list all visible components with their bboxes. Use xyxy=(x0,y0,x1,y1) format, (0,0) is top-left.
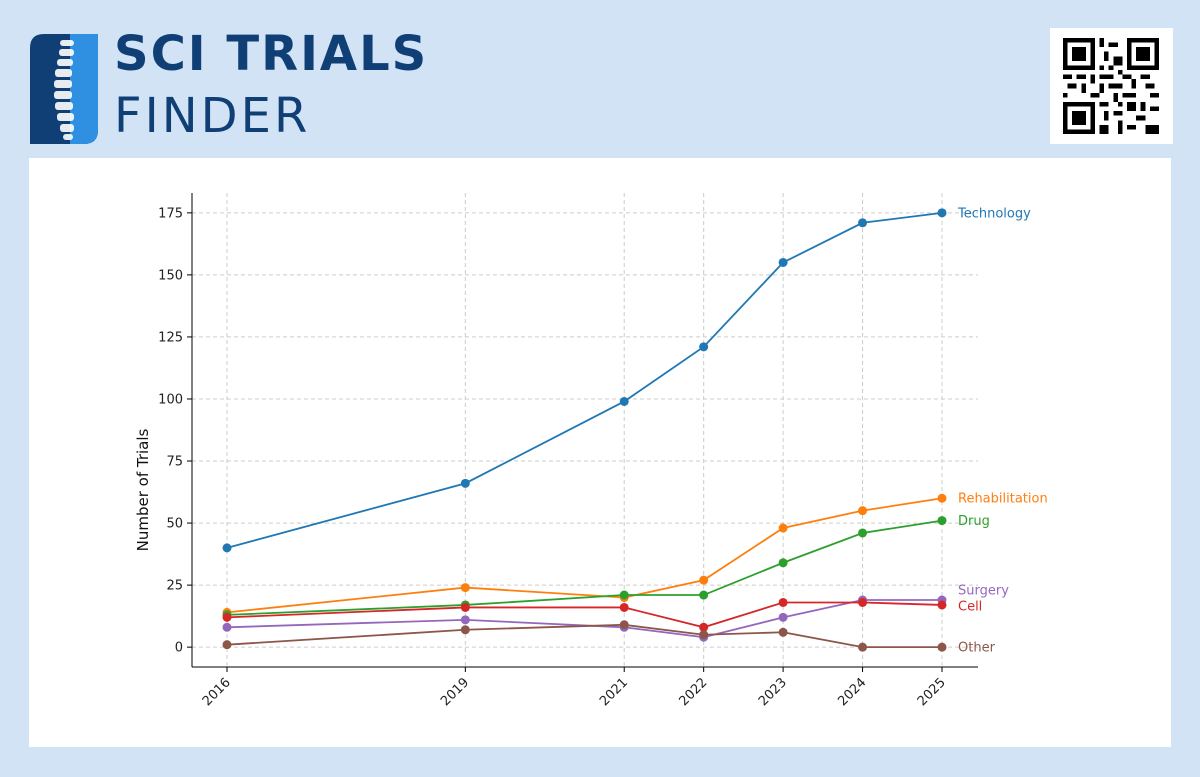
spine-logo-icon xyxy=(30,34,98,144)
data-point[interactable] xyxy=(778,597,788,607)
data-point[interactable] xyxy=(699,590,709,600)
x-tick-label: 2025 xyxy=(915,675,949,709)
data-point[interactable] xyxy=(699,622,709,632)
data-point[interactable] xyxy=(619,620,629,630)
y-tick-label: 50 xyxy=(166,517,183,532)
data-point[interactable] xyxy=(619,590,629,600)
chart-panel: 0 25 50 75 100 125 150 175 2016 2019 2021 2022 2023 2… xyxy=(29,158,1171,747)
data-point[interactable] xyxy=(858,597,868,607)
series-technology: Technology xyxy=(222,206,1031,553)
header: SCI TRIALS FINDER xyxy=(0,0,1200,158)
series-label: Other xyxy=(958,641,996,656)
series-other: Other xyxy=(222,620,996,656)
series-line xyxy=(226,211,943,549)
data-point[interactable] xyxy=(937,493,947,503)
y-tick-label: 150 xyxy=(158,268,183,283)
x-tick-label: 2023 xyxy=(756,675,790,709)
series-line xyxy=(226,623,942,649)
series-cell: Cell xyxy=(222,597,982,632)
series-rehabilitation: Rehabilitation xyxy=(222,492,1048,617)
y-tick-label: 75 xyxy=(166,455,183,470)
y-tick-label: 25 xyxy=(166,579,183,594)
series-label: Drug xyxy=(958,514,990,529)
data-point[interactable] xyxy=(778,612,788,622)
series-label: Surgery xyxy=(958,583,1009,598)
series-line xyxy=(226,599,942,639)
qr-code[interactable] xyxy=(1050,28,1173,144)
data-point[interactable] xyxy=(460,602,470,612)
data-point[interactable] xyxy=(778,523,788,533)
data-point[interactable] xyxy=(222,612,232,622)
grid xyxy=(192,193,978,667)
data-point[interactable] xyxy=(222,543,232,553)
data-point[interactable] xyxy=(858,506,868,516)
data-point[interactable] xyxy=(699,342,709,352)
data-point[interactable] xyxy=(460,625,470,635)
data-point[interactable] xyxy=(858,218,868,228)
brand-subtitle: FINDER xyxy=(114,88,311,144)
x-tick-label: 2016 xyxy=(200,675,234,709)
y-tick-label: 0 xyxy=(175,641,183,656)
data-point[interactable] xyxy=(699,630,709,640)
series-label: Technology xyxy=(957,206,1031,221)
y-tick-label: 175 xyxy=(158,206,183,221)
data-point[interactable] xyxy=(858,528,868,538)
y-axis-title: Number of Trials xyxy=(134,428,152,551)
data-point[interactable] xyxy=(222,640,232,650)
data-point[interactable] xyxy=(937,516,947,526)
data-point[interactable] xyxy=(222,622,232,632)
data-point[interactable] xyxy=(937,208,947,218)
x-tick-label: 2024 xyxy=(835,675,869,709)
series-label: Rehabilitation xyxy=(958,492,1048,507)
x-tick-label: 2021 xyxy=(597,675,631,709)
data-point[interactable] xyxy=(460,478,470,488)
data-point[interactable] xyxy=(619,396,629,406)
data-point[interactable] xyxy=(460,583,470,593)
qr-code-icon xyxy=(1063,38,1159,134)
data-point[interactable] xyxy=(858,642,868,652)
x-tick-label: 2019 xyxy=(438,675,472,709)
data-point[interactable] xyxy=(619,602,629,612)
data-point[interactable] xyxy=(937,600,947,610)
series-label: Cell xyxy=(958,599,982,614)
series-line xyxy=(226,497,943,614)
x-tick-label: 2022 xyxy=(676,675,710,709)
data-point[interactable] xyxy=(778,558,788,568)
y-tick-label: 100 xyxy=(158,392,183,407)
data-point[interactable] xyxy=(937,642,947,652)
data-point[interactable] xyxy=(460,615,470,625)
line-chart: 0 25 50 75 100 125 150 175 2016 2019 2021 2022 2023 2… xyxy=(134,193,1048,709)
y-tick-label: 125 xyxy=(158,330,183,345)
axes: 0 25 50 75 100 125 150 175 2016 2019 2021 2022 2023 2… xyxy=(158,193,978,709)
data-point[interactable] xyxy=(778,257,788,267)
data-point[interactable] xyxy=(699,575,709,585)
brand-title: SCI TRIALS xyxy=(114,26,429,82)
data-point[interactable] xyxy=(778,627,788,637)
